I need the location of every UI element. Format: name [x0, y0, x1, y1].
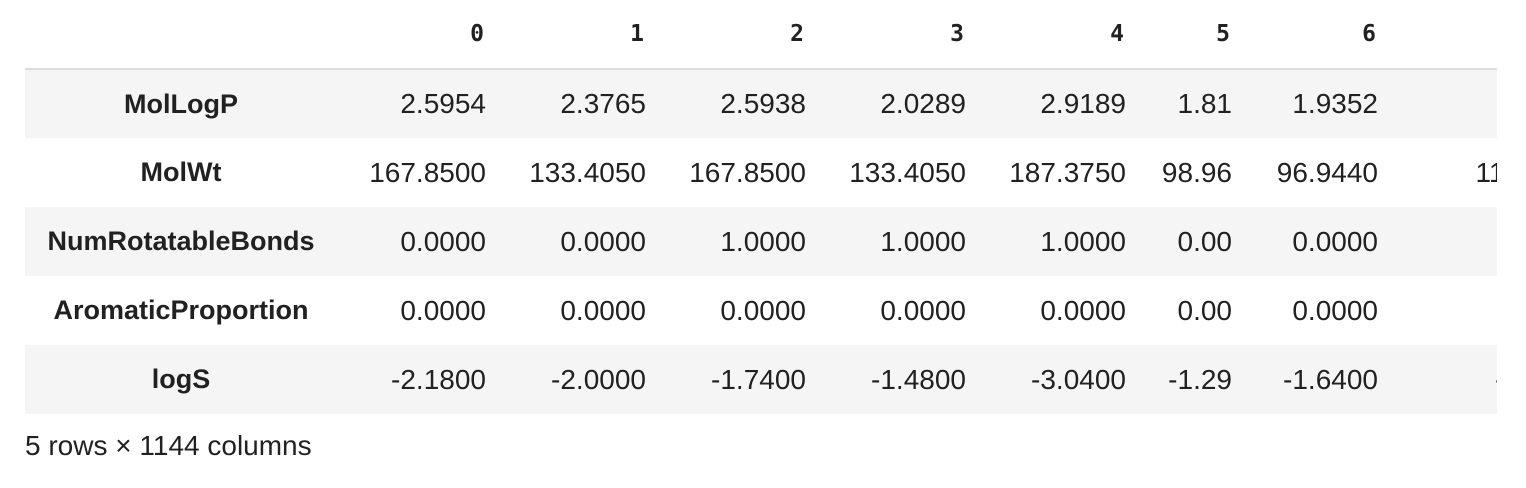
column-header: 3	[812, 0, 972, 70]
dataframe-container[interactable]: 0 1 2 3 4 5 6 7 MolLogP 2.5954 2.3765 2.…	[25, 0, 1497, 416]
table-cell: 0.0000	[1292, 225, 1378, 257]
table-cell: 1.40	[1384, 69, 1497, 138]
column-header: 0	[337, 0, 492, 70]
table-cell: 1.81	[1177, 88, 1233, 119]
table-cell: 0.0000	[720, 294, 806, 326]
table-cell: 0.0000	[400, 294, 486, 326]
column-header: 7	[1384, 0, 1497, 70]
row-label: MolLogP	[124, 88, 238, 119]
table-row: MolWt 167.8500 133.4050 167.8500 133.405…	[25, 138, 1497, 207]
table-cell: 0.0000	[400, 225, 486, 257]
table-cell: 0.00	[1384, 276, 1497, 345]
table-cell: 0.0000	[560, 225, 646, 257]
table-cell: 4.00	[1384, 207, 1497, 276]
table-cell: -2.0000	[551, 363, 646, 395]
table-cell: 0.0000	[1040, 294, 1126, 326]
table-cell: 0.0000	[560, 294, 646, 326]
table-cell: -0.43	[1384, 345, 1497, 414]
column-header: 6	[1238, 0, 1384, 70]
table-row: logS -2.1800 -2.0000 -1.7400 -1.4800 -3.…	[25, 345, 1497, 414]
dataframe-table: 0 1 2 3 4 5 6 7 MolLogP 2.5954 2.3765 2.…	[25, 0, 1497, 414]
table-cell: 0.00	[1177, 294, 1233, 326]
table-cell: 187.3750	[1009, 156, 1126, 188]
table-cell: 98.96	[1161, 156, 1232, 188]
column-header-index	[25, 0, 337, 70]
header-row: 0 1 2 3 4 5 6 7	[25, 0, 1497, 70]
table-row: AromaticProportion 0.0000 0.0000 0.0000 …	[25, 276, 1497, 345]
table-cell: 167.8500	[689, 156, 806, 188]
table-cell: 96.9440	[1276, 156, 1378, 188]
table-cell: 118.17	[1475, 156, 1497, 188]
table-cell: 133.4050	[849, 156, 966, 188]
table-row: MolLogP 2.5954 2.3765 2.5938 2.0289 2.91…	[25, 69, 1497, 138]
table-shape-summary: 5 rows × 1144 columns	[25, 430, 312, 461]
table-cell: 0.0000	[880, 294, 966, 326]
table-cell: 1.9352	[1292, 88, 1378, 119]
column-header: 4	[972, 0, 1132, 70]
table-cell: -3.0400	[1031, 363, 1126, 395]
table-cell: 0.00	[1177, 225, 1233, 257]
column-header: 1	[492, 0, 652, 70]
table-cell: 133.4050	[529, 156, 646, 188]
table-cell: 0.0000	[1292, 294, 1378, 326]
table-cell: -1.4800	[871, 363, 966, 395]
table-cell: 1.0000	[880, 225, 966, 257]
table-cell: 2.5938	[720, 88, 806, 119]
row-label: AromaticProportion	[53, 295, 309, 325]
row-label: logS	[151, 364, 211, 394]
table-cell: -1.29	[1168, 363, 1232, 395]
table-cell: 1.0000	[720, 225, 806, 257]
table-row: NumRotatableBonds 0.0000 0.0000 1.0000 1…	[25, 207, 1497, 276]
column-header: 2	[652, 0, 812, 70]
row-label: NumRotatableBonds	[47, 226, 315, 256]
table-cell: -1.7400	[711, 363, 806, 395]
table-cell: 2.0289	[880, 88, 966, 119]
table-cell: -1.6400	[1283, 363, 1378, 395]
table-cell: 1.0000	[1040, 225, 1126, 257]
table-cell: 2.9189	[1040, 88, 1126, 119]
table-cell: 167.8500	[369, 156, 486, 188]
table-cell: 2.3765	[560, 88, 646, 119]
row-label: MolWt	[140, 157, 222, 187]
column-header: 5	[1132, 0, 1238, 70]
table-cell: -2.1800	[391, 363, 486, 395]
table-cell: 2.5954	[400, 88, 486, 119]
